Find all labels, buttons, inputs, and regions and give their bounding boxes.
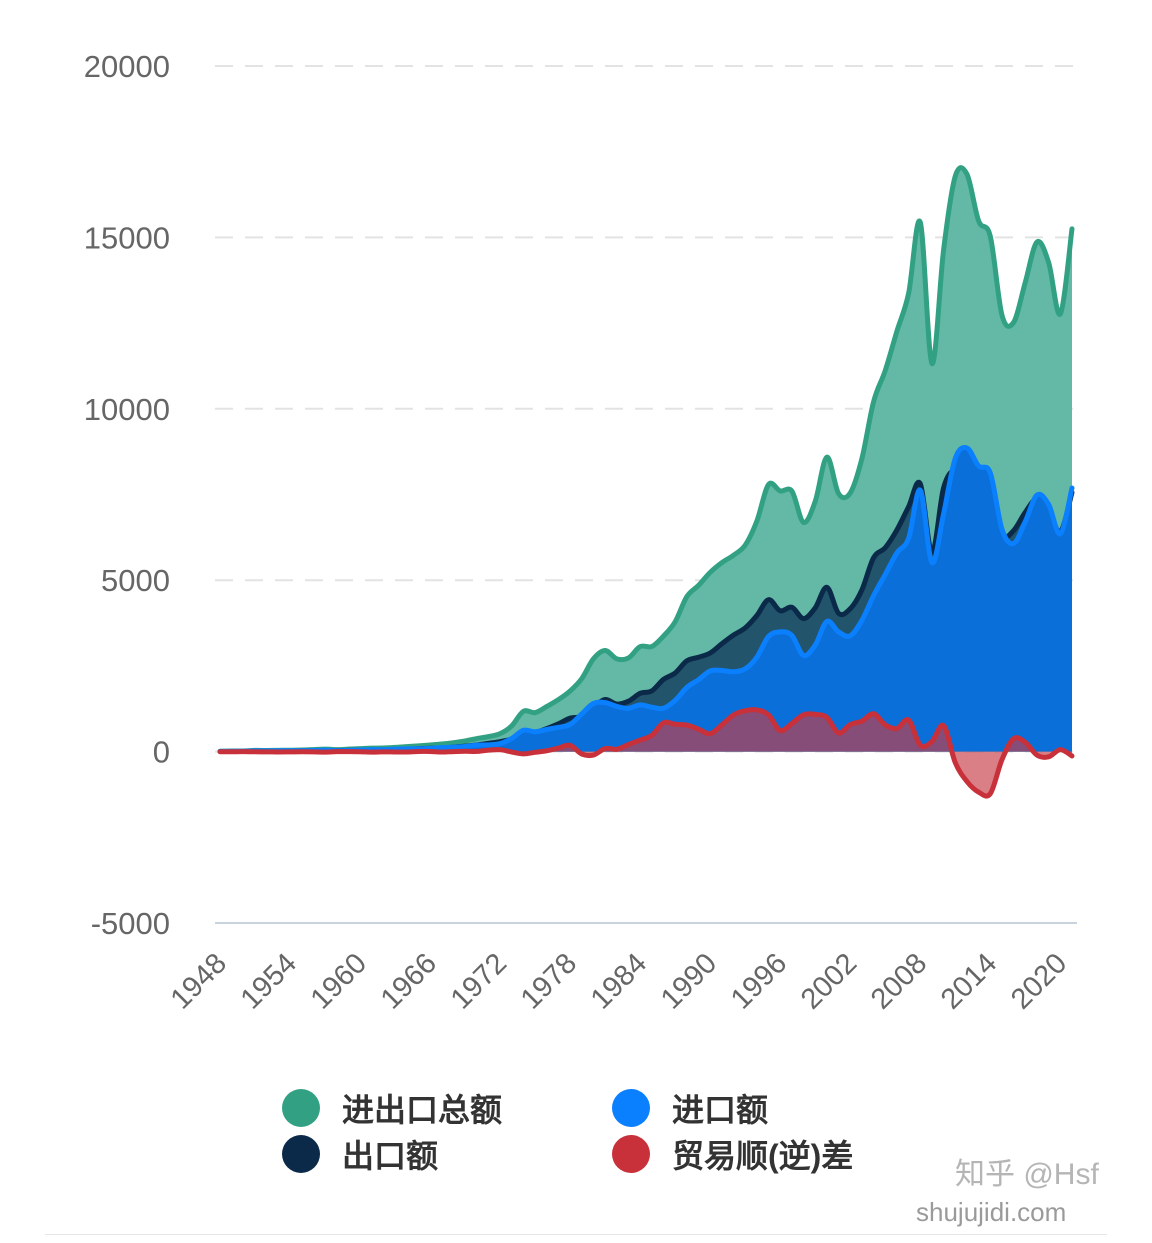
y-tick-label: 0 bbox=[153, 735, 170, 770]
x-tick-label: 1984 bbox=[585, 947, 653, 1015]
legend-label: 进口额 bbox=[672, 1092, 769, 1128]
series-areas bbox=[217, 165, 1075, 799]
legend-label: 出口额 bbox=[342, 1138, 439, 1174]
legend-item-balance[interactable]: 贸易顺(逆)差 bbox=[612, 1131, 853, 1177]
bottom-divider bbox=[45, 1234, 1107, 1235]
area-fill bbox=[220, 447, 1072, 752]
y-tick-label: 10000 bbox=[84, 392, 170, 427]
x-tick-label: 1978 bbox=[515, 947, 583, 1015]
legend-label: 贸易顺(逆)差 bbox=[672, 1138, 854, 1174]
legend-dot-icon bbox=[612, 1089, 650, 1127]
x-tick-label: 1960 bbox=[305, 947, 373, 1015]
legend-dot-icon bbox=[282, 1089, 320, 1127]
legend-item-total[interactable]: 进出口总额 bbox=[282, 1085, 502, 1131]
x-tick-label: 1990 bbox=[655, 947, 723, 1015]
legend-item-import[interactable]: 进口额 bbox=[612, 1085, 768, 1131]
y-tick-label: 5000 bbox=[101, 563, 170, 598]
x-tick-label: 1972 bbox=[445, 947, 513, 1015]
legend-dot-icon bbox=[282, 1135, 320, 1173]
watermark-site: shujujidi.com bbox=[916, 1197, 1067, 1227]
legend-dot-icon bbox=[612, 1135, 650, 1173]
y-axis-ticks: 20000 15000 10000 5000 0 -5000 bbox=[84, 49, 170, 941]
x-tick-label: 2020 bbox=[1005, 947, 1073, 1015]
legend-item-export[interactable]: 出口额 bbox=[282, 1131, 438, 1177]
series-trade-balance bbox=[217, 707, 1075, 799]
y-tick-label: 20000 bbox=[84, 49, 170, 84]
x-tick-label: 1966 bbox=[375, 947, 443, 1015]
x-tick-label: 1948 bbox=[165, 947, 233, 1015]
y-tick-label: 15000 bbox=[84, 220, 170, 255]
x-tick-label: 1996 bbox=[725, 947, 793, 1015]
x-axis-ticks: 1948 1954 1960 1966 1972 1978 1984 1990 1996 2002… bbox=[165, 947, 1074, 1015]
watermark-brand: 知乎 @Hsf bbox=[955, 1158, 1099, 1191]
x-tick-label: 2002 bbox=[795, 947, 863, 1015]
x-tick-label: 2014 bbox=[935, 947, 1003, 1015]
x-tick-label: 1954 bbox=[235, 947, 303, 1015]
x-tick-label: 2008 bbox=[865, 947, 933, 1015]
y-tick-label: -5000 bbox=[91, 906, 170, 941]
legend-label: 进出口总额 bbox=[342, 1092, 503, 1128]
series-line bbox=[217, 707, 1075, 799]
area-fill bbox=[220, 709, 1072, 797]
